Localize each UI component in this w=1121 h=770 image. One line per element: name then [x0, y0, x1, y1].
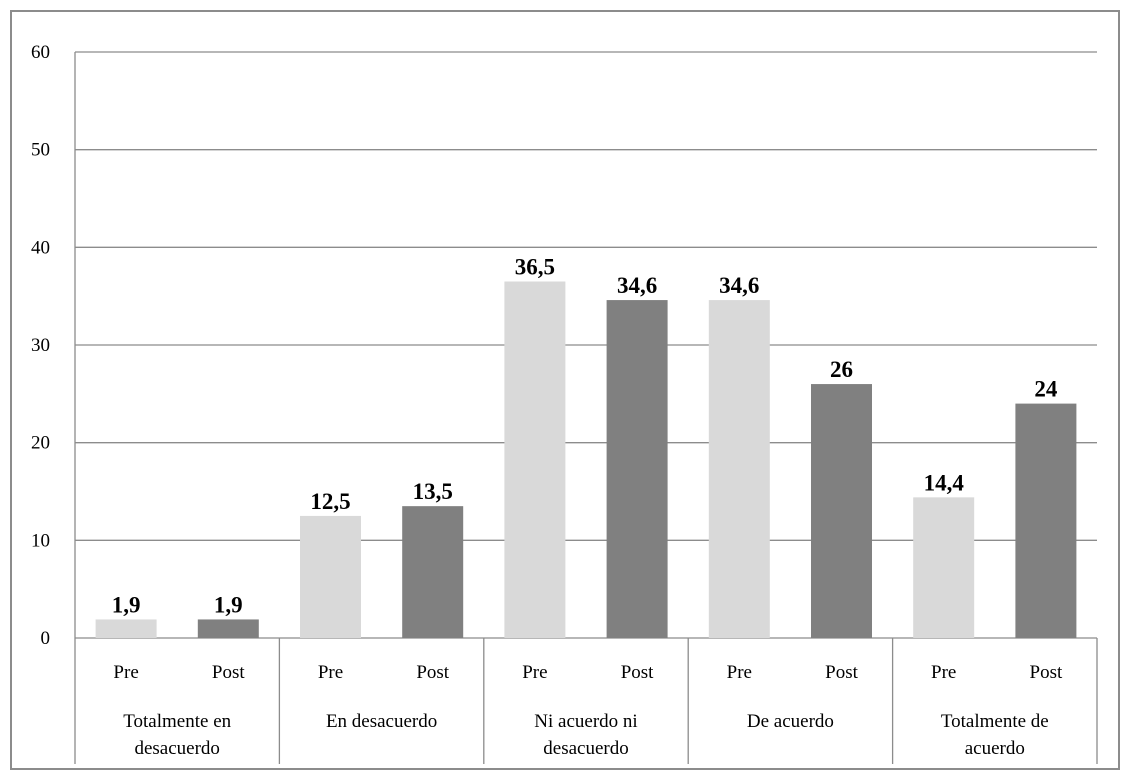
y-tick-label: 40 — [31, 237, 50, 258]
subcategory-label: Pre — [318, 662, 343, 683]
data-label: 24 — [1034, 377, 1058, 402]
data-label: 34,6 — [719, 273, 759, 298]
data-label: 14,4 — [924, 470, 965, 495]
bar-post — [811, 384, 872, 638]
group-label: De acuerdo — [747, 711, 834, 732]
subcategory-label: Pre — [113, 662, 138, 683]
bar-post — [197, 619, 259, 638]
subcategory-label: Post — [825, 662, 858, 683]
bar-pre — [913, 497, 975, 638]
group-label: Totalmente en — [123, 711, 231, 732]
subcategory-label: Pre — [727, 662, 752, 683]
data-label: 34,6 — [617, 273, 657, 298]
bar-pre — [504, 281, 566, 638]
y-tick-label: 50 — [31, 140, 50, 161]
subcategory-label: Post — [212, 662, 245, 683]
data-label: 1,9 — [214, 592, 243, 617]
bar-post — [606, 300, 668, 638]
group-label: desacuerdo — [134, 738, 219, 759]
data-label: 26 — [830, 357, 853, 382]
group-label: En desacuerdo — [326, 711, 437, 732]
group-label: Totalmente de — [941, 711, 1049, 732]
y-tick-label: 0 — [41, 628, 51, 649]
group-label: Ni acuerdo ni — [534, 711, 637, 732]
group-label: acuerdo — [965, 738, 1025, 759]
data-label: 13,5 — [413, 479, 453, 504]
subcategory-label: Pre — [522, 662, 547, 683]
group-label: desacuerdo — [543, 738, 628, 759]
y-tick-label: 30 — [31, 335, 50, 356]
data-label: 12,5 — [310, 489, 350, 514]
data-label: 36,5 — [515, 255, 555, 280]
y-tick-label: 60 — [31, 42, 50, 63]
bar-post — [402, 506, 464, 638]
subcategory-label: Post — [416, 662, 449, 683]
subcategory-label: Pre — [931, 662, 956, 683]
bar-pre — [300, 515, 361, 638]
subcategory-label: Post — [621, 662, 654, 683]
bar-post — [1015, 403, 1077, 638]
y-tick-label: 20 — [31, 433, 50, 454]
bar-pre — [95, 619, 157, 638]
bar-pre — [708, 300, 770, 638]
data-label: 1,9 — [112, 592, 141, 617]
y-tick-label: 10 — [31, 530, 50, 551]
subcategory-label: Post — [1030, 662, 1063, 683]
